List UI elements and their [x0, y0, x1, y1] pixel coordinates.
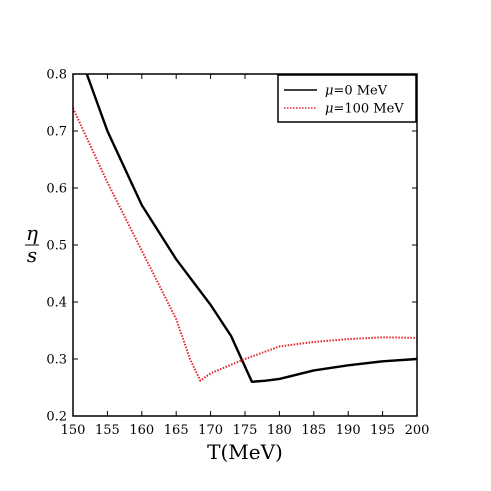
- legend-label-mu-100: μ=100 MeV: [325, 102, 404, 117]
- y-tick-label: 0.4: [46, 296, 67, 311]
- y-axis-title-numerator: η: [26, 221, 38, 245]
- legend-label-mu-100-value: =100 MeV: [333, 102, 404, 117]
- y-tick-label: 0.2: [46, 410, 67, 425]
- x-tick-label: 175: [233, 423, 258, 438]
- x-tick-label: 185: [301, 423, 326, 438]
- x-tick-label: 170: [198, 423, 223, 438]
- x-tick-label: 190: [336, 423, 361, 438]
- y-tick-label: 0.5: [46, 239, 67, 254]
- x-tick-label: 150: [61, 423, 86, 438]
- x-tick-label: 195: [370, 423, 395, 438]
- series-line-mu-0: [85, 73, 418, 383]
- x-tick-label: 165: [164, 423, 189, 438]
- y-axis-title-denominator: s: [27, 243, 37, 267]
- x-axis-ticks: 150 155 160 165 170 175 180 185 190 195 200: [61, 74, 430, 438]
- y-tick-label: 0.8: [46, 68, 67, 83]
- legend-box: [277, 74, 417, 123]
- x-axis-title: T(MeV): [207, 440, 283, 464]
- legend-label-mu-0: μ=0 MeV: [325, 84, 388, 99]
- x-tick-label: 155: [95, 423, 120, 438]
- legend: μ=0 MeV μ=100 MeV: [277, 74, 417, 123]
- x-tick-label: 180: [267, 423, 292, 438]
- legend-label-mu-100-symbol: μ: [325, 102, 333, 117]
- y-axis-title: η s: [25, 221, 39, 267]
- series-line-mu-100: [72, 107, 418, 382]
- y-tick-label: 0.7: [46, 125, 67, 140]
- series-layer: [72, 73, 418, 383]
- y-tick-label: 0.6: [46, 182, 67, 197]
- y-axis-ticks: 0.2 0.3 0.4 0.5 0.6 0.7 0.8: [46, 68, 417, 425]
- legend-label-mu-0-symbol: μ: [325, 84, 333, 99]
- x-tick-label: 160: [129, 423, 154, 438]
- x-tick-label: 200: [405, 423, 430, 438]
- legend-label-mu-0-value: =0 MeV: [333, 84, 387, 99]
- y-tick-label: 0.3: [46, 353, 67, 368]
